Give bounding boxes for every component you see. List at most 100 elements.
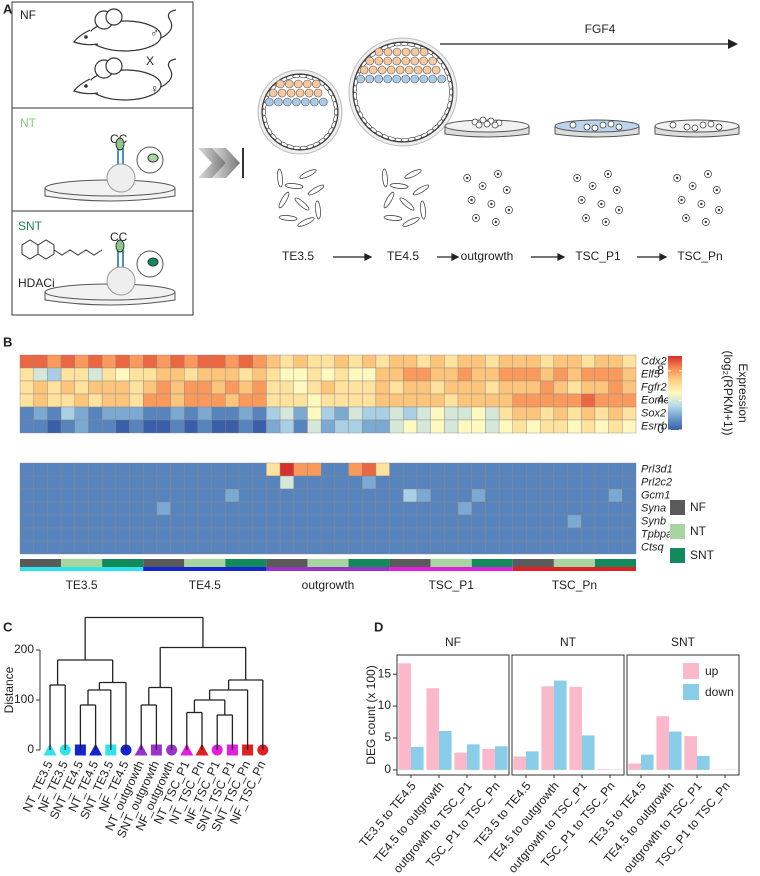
molecule: [21, 239, 103, 260]
heatmap-cell: [512, 367, 527, 382]
heatmap-cell: [211, 367, 226, 382]
heatmap-cell: [416, 419, 431, 434]
bar: [482, 748, 495, 770]
heatmap-cell: [375, 501, 390, 516]
heatmap-cell: [553, 475, 568, 490]
nucleus: [591, 184, 594, 188]
heatmap-cell: [485, 475, 500, 490]
icm-cell: [374, 47, 384, 57]
nucleus: [147, 153, 159, 163]
heatmap-cell: [238, 527, 253, 542]
bar: [495, 746, 508, 770]
heatmap-cell: [238, 354, 253, 369]
heatmap-cell: [581, 475, 596, 490]
heatmap-cell: [594, 462, 609, 477]
heatmap-cell: [416, 367, 431, 382]
heatmap-cell: [19, 393, 34, 408]
cell: [399, 197, 415, 211]
dish: [44, 179, 176, 202]
heatmap-cell: [47, 419, 62, 434]
heatmap-cell: [320, 527, 336, 542]
heatmap-cell: [293, 393, 308, 408]
heatmap-cell: [444, 475, 459, 490]
heatmap-cell: [348, 393, 363, 408]
colorbar: [668, 356, 682, 430]
heatmap-cell: [307, 514, 322, 529]
y-tick-label: 0: [384, 762, 391, 776]
heatmap-cell: [498, 393, 514, 408]
heatmap-cell: [389, 540, 404, 555]
heatmap-cell: [403, 367, 418, 382]
heatmap-cell: [498, 540, 514, 555]
heatmap-cell: [526, 354, 541, 369]
heatmap-cell: [416, 393, 431, 408]
heatmap-cell: [225, 462, 240, 477]
heatmap-cell: [33, 393, 48, 408]
heatmap-cell: [526, 419, 541, 434]
heatmap-cell: [444, 354, 459, 369]
heatmap-cell: [211, 419, 226, 434]
heatmap-cell: [101, 475, 117, 490]
icm-cell: [292, 97, 301, 107]
heatmap-cell: [362, 354, 377, 369]
te-cell: [448, 81, 453, 90]
heatmap-cell: [389, 380, 404, 395]
heatmap-cell: [594, 367, 609, 382]
heatmap-cell: [115, 475, 130, 490]
heatmap-cell: [362, 514, 377, 529]
nucleus: [676, 176, 679, 180]
heatmap-cell: [608, 367, 623, 382]
nucleus: [481, 184, 484, 188]
heatmap-cell: [553, 380, 568, 395]
heatmap-cell: [348, 367, 363, 382]
heatmap-cell: [47, 380, 62, 395]
heatmap-cell: [389, 354, 404, 369]
heatmap-cell: [266, 380, 281, 395]
icm-cell: [359, 65, 369, 75]
heatmap-cell: [60, 367, 75, 382]
gene-label: Eomes: [641, 394, 676, 406]
heatmap-cell: [362, 475, 377, 490]
heatmap-cell: [156, 488, 171, 503]
heatmap-cell: [581, 367, 596, 382]
heatmap-cell: [403, 393, 418, 408]
heatmap-cell: [608, 393, 623, 408]
cell: [483, 120, 491, 128]
heatmap-cell: [115, 354, 130, 369]
heatmap-cell: [526, 475, 541, 490]
nucleus: [147, 257, 159, 267]
heatmap-cell: [567, 367, 582, 382]
heatmap-cell: [211, 354, 226, 369]
heatmap-cell: [238, 501, 253, 516]
condition-bar: [594, 559, 636, 567]
heatmap-cell: [115, 527, 130, 542]
heatmap-cell: [101, 501, 117, 516]
y-tick-label: 100: [14, 692, 34, 706]
heatmap-cell: [101, 393, 117, 408]
heatmap-cell: [389, 475, 404, 490]
heatmap-cell: [184, 354, 199, 369]
icm-cell: [410, 47, 420, 57]
heatmap-cell: [115, 380, 130, 395]
heatmap-cell: [553, 501, 568, 516]
heatmap-cell: [307, 527, 322, 542]
heatmap-cell: [142, 488, 158, 503]
heatmap-cell: [539, 488, 555, 503]
icm-cell: [301, 97, 310, 107]
nucleus: [584, 216, 588, 220]
heatmap-cell: [129, 380, 144, 395]
heatmap-cell: [334, 527, 349, 542]
heatmap-cell: [307, 393, 322, 408]
bar: [569, 686, 582, 770]
heatmap-cell: [156, 393, 171, 408]
heatmap-cell: [88, 419, 103, 434]
heatmap-cell: [156, 367, 171, 382]
icm-cell: [428, 56, 438, 66]
heatmap-cell: [142, 527, 158, 542]
icm-cell: [268, 88, 278, 98]
heatmap-cell: [485, 527, 500, 542]
heatmap-cell: [184, 380, 199, 395]
heatmap-cell: [553, 462, 568, 477]
heatmap-cell: [444, 514, 459, 529]
heatmap-cell: [567, 393, 582, 408]
